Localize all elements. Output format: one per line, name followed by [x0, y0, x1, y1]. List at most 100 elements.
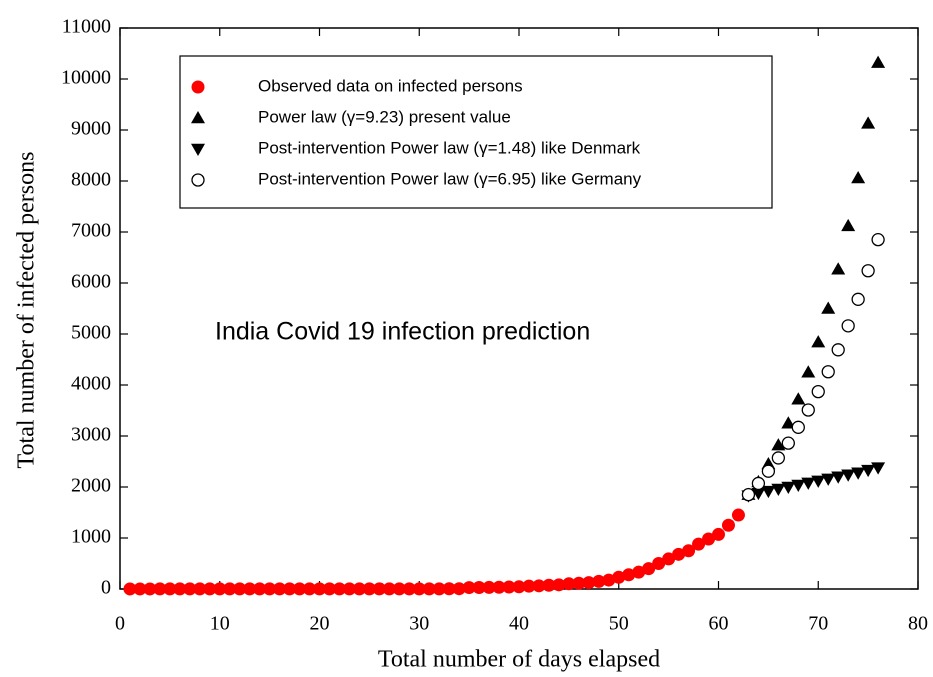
y-tick-label: 1000 — [71, 526, 111, 548]
data-point — [133, 582, 147, 596]
data-point — [203, 582, 217, 596]
data-point — [123, 582, 137, 596]
data-point — [193, 582, 207, 596]
data-point — [402, 582, 416, 596]
y-axis-title: Total number of infected persons — [14, 152, 40, 469]
data-point — [751, 476, 766, 491]
data-point — [243, 582, 257, 596]
x-tick-label: 20 — [310, 613, 330, 635]
data-point — [213, 582, 227, 596]
data-point — [801, 477, 816, 490]
data-point — [652, 557, 666, 570]
data-point — [861, 116, 876, 129]
data-point — [821, 365, 835, 379]
data-point — [721, 518, 735, 532]
data-point — [642, 562, 656, 576]
data-point — [851, 467, 866, 480]
data-point — [572, 576, 586, 590]
data-point — [632, 565, 646, 579]
data-point — [562, 577, 576, 591]
x-tick-label: 10 — [210, 613, 230, 635]
y-tick-label: 9000 — [71, 118, 111, 140]
data-point — [542, 578, 556, 592]
data-point — [183, 582, 197, 596]
legend-marker — [191, 173, 205, 187]
data-point — [871, 232, 885, 247]
data-point — [342, 582, 356, 596]
data-point — [482, 580, 496, 594]
data-point — [253, 582, 267, 596]
data-point — [821, 301, 836, 314]
data-point — [731, 508, 745, 522]
y-tick-label: 8000 — [71, 169, 111, 191]
data-point — [233, 582, 247, 596]
legend-marker — [191, 111, 205, 124]
data-point — [741, 487, 756, 502]
x-tick-label: 40 — [509, 613, 529, 635]
data-point — [462, 581, 476, 595]
y-tick-label: 0 — [101, 577, 111, 599]
data-point — [801, 365, 816, 378]
y-tick-label: 2000 — [71, 475, 111, 497]
data-point — [612, 570, 626, 584]
data-point — [831, 343, 845, 357]
data-point — [771, 438, 786, 451]
data-point — [492, 580, 506, 594]
data-point — [532, 579, 546, 593]
data-point — [712, 527, 725, 541]
data-point — [362, 582, 376, 596]
data-point — [692, 537, 706, 551]
data-point — [263, 582, 277, 596]
data-point — [372, 582, 386, 596]
data-point — [811, 475, 826, 488]
data-point — [841, 469, 856, 482]
data-point — [791, 479, 806, 492]
data-point — [791, 420, 805, 434]
data-point — [283, 582, 297, 596]
data-point — [761, 464, 776, 478]
legend-marker — [191, 80, 205, 94]
data-point — [303, 582, 317, 596]
data-point — [163, 582, 177, 596]
y-tick-label: 10000 — [61, 67, 111, 89]
x-tick-label: 30 — [409, 613, 429, 635]
data-point — [861, 264, 875, 278]
data-point — [791, 392, 806, 405]
data-point — [861, 464, 876, 478]
data-point — [781, 416, 796, 429]
data-point — [582, 576, 596, 590]
data-point — [811, 335, 826, 348]
data-point — [522, 579, 536, 593]
data-point — [662, 552, 676, 566]
legend-label: Observed data on infected persons — [258, 76, 523, 95]
annotation: India Covid 19 infection prediction — [215, 318, 590, 346]
data-point — [871, 55, 886, 68]
y-tick-label: 7000 — [71, 220, 111, 242]
data-point — [811, 384, 825, 399]
data-point — [771, 451, 785, 465]
x-axis-title: Total number of days elapsed — [378, 647, 660, 673]
data-point — [831, 471, 846, 484]
data-point — [672, 547, 686, 561]
data-point — [841, 319, 855, 333]
data-point — [322, 582, 336, 596]
data-point — [442, 582, 456, 596]
data-point — [781, 481, 796, 494]
data-point — [761, 485, 776, 499]
data-point — [602, 573, 616, 587]
data-point — [452, 582, 466, 596]
data-point — [702, 532, 716, 546]
x-tick-label: 0 — [115, 613, 125, 635]
data-point — [821, 473, 836, 486]
legend-label: Post-intervention Power law (γ=1.48) lik… — [258, 138, 641, 157]
data-point — [771, 483, 786, 497]
y-tick-label: 4000 — [71, 373, 111, 395]
data-point — [592, 574, 606, 588]
data-point — [801, 403, 815, 417]
data-point — [153, 582, 167, 596]
data-point — [622, 568, 636, 582]
data-point — [273, 582, 287, 596]
data-point — [412, 582, 426, 596]
data-point — [313, 582, 326, 596]
